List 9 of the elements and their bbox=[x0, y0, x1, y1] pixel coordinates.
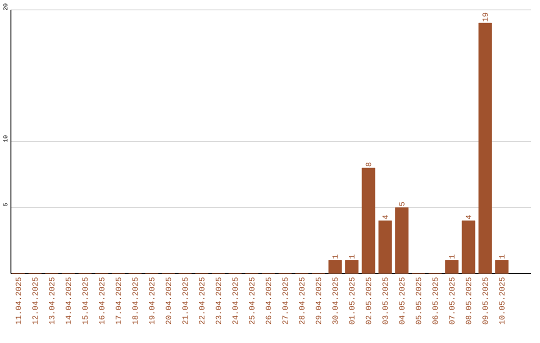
bar bbox=[478, 22, 492, 274]
bar bbox=[378, 220, 392, 274]
bar bbox=[362, 168, 376, 274]
bar bbox=[395, 207, 409, 274]
bar bbox=[445, 260, 459, 274]
bar bbox=[345, 260, 359, 274]
bar bbox=[495, 260, 509, 274]
bar bbox=[462, 220, 476, 274]
bar bbox=[328, 260, 342, 274]
